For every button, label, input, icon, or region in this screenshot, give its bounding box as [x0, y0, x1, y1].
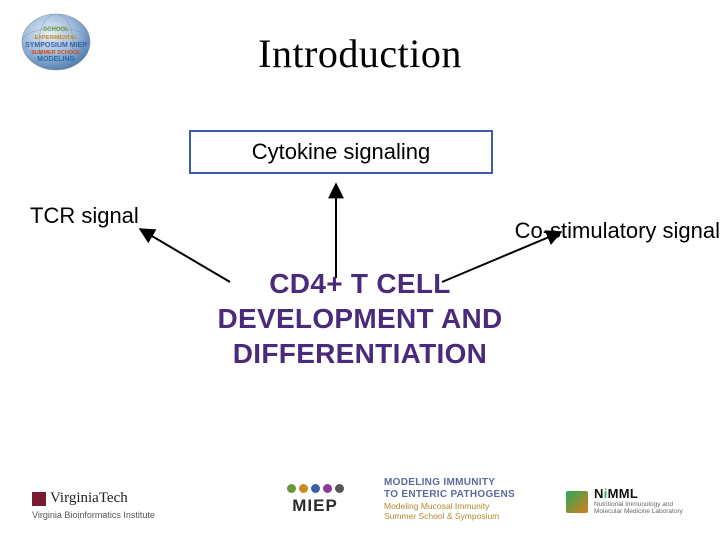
- enteric-l4: Summer School & Symposium: [384, 512, 554, 522]
- nimml-mark-icon: [566, 491, 588, 513]
- nimml-sub2: Molecular Medicine Laboratory: [594, 509, 683, 516]
- miep-dot-icon: [335, 484, 344, 493]
- nimml-text-wrap: NiMML Nutritional Immunology and Molecul…: [594, 487, 683, 516]
- vt-name: VirginiaTech: [50, 490, 128, 507]
- cytokine-label: Cytokine signaling: [252, 139, 431, 165]
- costim-label: Co-stimulatory signal: [515, 218, 720, 244]
- miep-dot-icon: [287, 484, 296, 493]
- logo-virginia-tech: VirginiaTech Virginia Bioinformatics Ins…: [32, 490, 192, 520]
- vt-block-icon: [32, 492, 46, 506]
- miep-text: MIEP: [260, 496, 370, 516]
- enteric-l2: TO ENTERIC PATHOGENS: [384, 489, 554, 501]
- center-line-2: DEVELOPMENT AND: [0, 301, 720, 336]
- logo-miep: MIEP: [260, 484, 370, 516]
- logo-enteric: MODELING IMMUNITY TO ENTERIC PATHOGENS M…: [384, 477, 554, 522]
- center-line-3: DIFFERENTIATION: [0, 336, 720, 371]
- miep-dot-icon: [323, 484, 332, 493]
- vt-sub: Virginia Bioinformatics Institute: [32, 510, 192, 520]
- slide: SCHOOL EXPERIMENTAL SYMPOSIUM MIEP SUMME…: [0, 0, 720, 540]
- tcr-label: TCR signal: [30, 203, 139, 229]
- nimml-pre: N: [594, 486, 604, 501]
- center-line-1: CD4+ T CELL: [0, 266, 720, 301]
- cytokine-box: Cytokine signaling: [189, 130, 493, 174]
- center-heading: CD4+ T CELL DEVELOPMENT AND DIFFERENTIAT…: [0, 266, 720, 371]
- footer: VirginiaTech Virginia Bioinformatics Ins…: [0, 466, 720, 522]
- nimml-text: NiMML: [594, 487, 683, 502]
- miep-dots: [260, 484, 370, 493]
- page-title: Introduction: [0, 30, 720, 77]
- logo-nimml: NiMML Nutritional Immunology and Molecul…: [566, 487, 706, 516]
- miep-dot-icon: [311, 484, 320, 493]
- miep-dot-icon: [299, 484, 308, 493]
- enteric-l1: MODELING IMMUNITY: [384, 477, 554, 489]
- nimml-post: MML: [608, 486, 639, 501]
